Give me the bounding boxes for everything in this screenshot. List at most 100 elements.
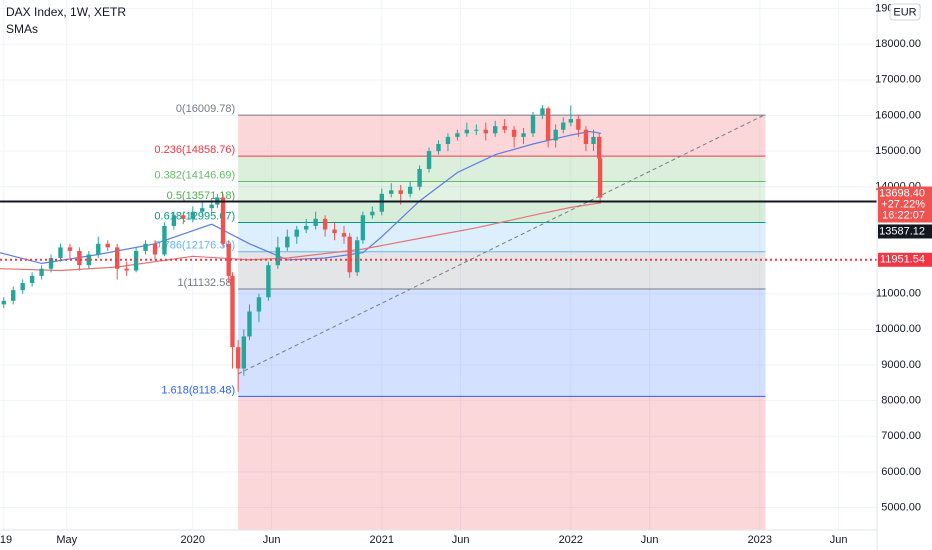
candle-body [114,247,120,269]
candle-body [545,108,551,141]
candle-body [266,265,271,298]
candle [521,127,526,144]
candle-body [152,243,158,255]
candle [347,233,352,278]
candle [407,181,413,198]
candle [511,126,517,148]
candle-body [530,115,536,134]
fib-label: 0.786(12176.30) [154,240,235,252]
candle [417,165,422,191]
price-line-tag [878,252,932,267]
fib-zone [238,181,766,203]
candle [561,117,566,134]
fib-label: 1(11132.58) [177,277,235,289]
candle [502,119,507,134]
candle-body [86,254,92,266]
candle [77,247,82,271]
candle [58,243,63,262]
candle-body [360,215,366,241]
x-tick-label: Jun [830,534,848,546]
price-line-label: 11951.54 [880,254,925,266]
candle [105,240,110,251]
candle [1,297,6,308]
candle-body [230,275,235,348]
candle-body [341,233,347,237]
candle-body [370,211,375,216]
price-line-tag [878,224,932,239]
candle [285,229,290,251]
candle [474,124,479,136]
y-tick-label: 18000.00 [875,38,921,50]
candle-body [96,243,101,255]
fib-zone [238,115,766,157]
candle-body [483,129,488,134]
candle [576,115,581,137]
candle-body [464,129,470,134]
candle-body [124,268,129,271]
fib-label: 0.382(14146.69) [154,169,235,181]
candle-body [247,311,252,337]
fib-zone [238,251,766,289]
candle [591,129,596,152]
candle-body [407,186,413,194]
candle [20,279,25,294]
x-tick-label: 2023 [748,534,772,546]
x-tick-label: 2022 [559,534,583,546]
candle-body [445,136,451,144]
y-tick-label: 10000.00 [875,323,921,335]
y-tick-label: 17000.00 [875,74,921,86]
plot [0,105,877,392]
candle [545,106,551,148]
candle [493,120,498,137]
candle-body [226,243,231,276]
candle [230,272,235,369]
candle [530,111,536,137]
candle [162,222,167,257]
candle [220,193,226,248]
candle [464,122,470,137]
fib-zone [238,288,766,397]
fib-retracement: 0(16009.78) 0.236(14858.76) 0.382(14146.69… [154,103,766,530]
candle [436,140,441,155]
candle [247,304,252,341]
candle [171,211,177,230]
y-tick-label: 16000.00 [875,109,921,121]
candle [540,105,545,120]
candle-body [398,190,403,194]
candle-body [1,300,6,305]
candle [322,215,328,237]
candle [48,254,54,273]
price-line-label: 13587.12 [879,225,925,237]
candle-body [256,297,262,312]
candle-body [597,158,603,198]
grid [0,0,877,530]
candle [568,105,574,127]
currency-badge[interactable] [889,3,921,21]
x-tick-label: May [56,534,77,546]
candle-body [303,225,309,230]
candle [341,225,347,244]
candle [597,154,603,202]
candle [143,240,148,255]
fib-zone [238,202,766,223]
candle [86,250,92,269]
candle [370,206,375,219]
candle-body [48,258,54,269]
fib-zone [238,156,766,182]
candle-body [241,336,247,369]
candle-body [540,108,545,116]
currency: EUR [893,6,916,18]
candle [445,133,451,152]
candle [67,243,73,259]
y-tick-label: 9000.00 [881,359,921,371]
candle-body [190,211,195,219]
candle-body [561,122,566,130]
x-tick-label: 2021 [370,534,394,546]
candle-body [67,247,73,251]
candle [360,211,366,244]
candle-body [285,236,290,248]
candle-body [511,129,517,137]
candle-body [171,215,177,226]
